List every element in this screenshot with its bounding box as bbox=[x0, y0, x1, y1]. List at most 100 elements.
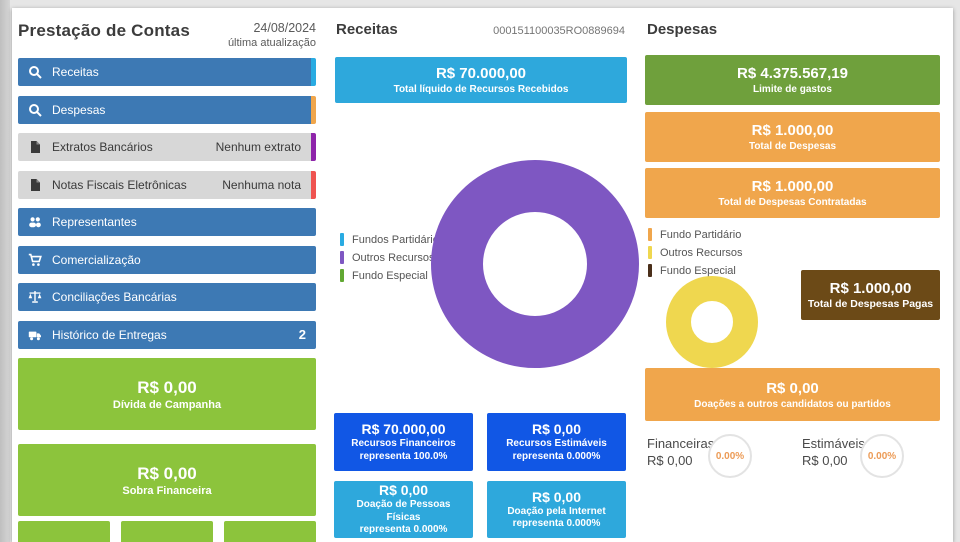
pagas-value: R$ 1.000,00 bbox=[829, 280, 912, 297]
stat-sub: representa 100.0% bbox=[359, 450, 448, 462]
despesas-panel: Despesas R$ 4.375.567,19 Limite de gasto… bbox=[645, 8, 940, 542]
page-title: Prestação de Contas bbox=[18, 21, 190, 40]
shopping-cart-icon bbox=[28, 253, 42, 267]
document-icon bbox=[28, 140, 42, 154]
divida-campanha-card: R$ 0,00 Dívida de Campanha bbox=[18, 358, 316, 430]
receitas-panel: Receitas 000151100035RO0889694 R$ 70.000… bbox=[334, 8, 639, 542]
despesas-header: Despesas bbox=[647, 21, 938, 38]
total-recursos-label: Total líquido de Recursos Recebidos bbox=[393, 84, 569, 95]
stat-value: R$ 0,00 bbox=[531, 421, 582, 437]
legend-swatch bbox=[340, 269, 344, 282]
process-number: 000151100035RO0889694 bbox=[493, 25, 625, 37]
sidebar-item-label: Receitas bbox=[52, 65, 99, 79]
document-icon bbox=[28, 178, 42, 192]
summary-mini-card bbox=[224, 521, 316, 542]
last-update-date: 24/08/2024 bbox=[253, 21, 316, 35]
sidebar-item-conciliacoes-bancarias[interactable]: Conciliações Bancárias bbox=[18, 283, 316, 311]
doacao-pessoas-fisicas-card: R$ 0,00 Doação de Pessoas Físicas repres… bbox=[334, 481, 473, 538]
sidebar-item-status: Nenhum extrato bbox=[215, 140, 301, 154]
recursos-estimaveis-card: R$ 0,00 Recursos Estimáveis representa 0… bbox=[487, 413, 626, 471]
last-update-block: 24/08/2024 última atualização bbox=[228, 21, 316, 50]
legend-swatch bbox=[648, 246, 652, 259]
contratadas-value: R$ 1.000,00 bbox=[751, 178, 834, 195]
divida-campanha-label: Dívida de Campanha bbox=[112, 398, 222, 411]
legend-swatch bbox=[648, 228, 652, 241]
doacoes-outros-card: R$ 0,00 Doações a outros candidatos ou p… bbox=[645, 368, 940, 421]
search-icon bbox=[28, 103, 42, 117]
legend-label: Fundo Especial bbox=[352, 269, 428, 282]
summary-mini-card bbox=[18, 521, 110, 542]
search-icon bbox=[28, 65, 42, 79]
legend-item: Outros Recursos bbox=[340, 251, 444, 264]
total-despesas-value: R$ 1.000,00 bbox=[751, 122, 834, 139]
stat-label: Recursos Financeiros bbox=[351, 438, 456, 449]
sidebar-item-label: Histórico de Entregas bbox=[52, 327, 167, 342]
stat-sub: representa 0.000% bbox=[512, 518, 601, 529]
sidebar-item-label: Conciliações Bancárias bbox=[52, 290, 177, 304]
legend-item: Outros Recursos bbox=[648, 246, 743, 259]
sidebar-item-extratos-bancarios[interactable]: Extratos Bancários Nenhum extrato bbox=[18, 133, 316, 161]
sidebar-item-label: Comercialização bbox=[52, 252, 141, 267]
total-recursos-value: R$ 70.000,00 bbox=[435, 65, 527, 82]
stat-label: Doação de Pessoas Físicas bbox=[356, 499, 451, 523]
sidebar-menu: Receitas Despesas Extratos Bancários Nen… bbox=[18, 58, 316, 349]
receitas-legend: Fundos Partidários Outros Recursos Fundo… bbox=[340, 233, 444, 287]
receitas-header: Receitas 000151100035RO0889694 bbox=[336, 21, 625, 38]
sidebar-item-label: Representantes bbox=[52, 215, 137, 229]
limite-gastos-card: R$ 4.375.567,19 Limite de gastos bbox=[645, 55, 940, 105]
limite-label: Limite de gastos bbox=[753, 84, 832, 95]
total-despesas-card: R$ 1.000,00 Total de Despesas bbox=[645, 112, 940, 162]
legend-label: Fundos Partidários bbox=[352, 233, 445, 246]
stat-sub: representa 0.000% bbox=[512, 450, 601, 462]
sidebar-item-label: Notas Fiscais Eletrônicas bbox=[52, 177, 187, 192]
gauge-estimaveis-labels: Estimáveis R$ 0,00 bbox=[802, 435, 865, 469]
legend-item: Fundos Partidários bbox=[340, 233, 444, 246]
legend-item: Fundo Partidário bbox=[648, 228, 743, 241]
legend-swatch bbox=[648, 264, 652, 277]
limite-value: R$ 4.375.567,19 bbox=[737, 65, 848, 82]
stat-label: Doação pela Internet bbox=[507, 505, 606, 517]
page-left-gutter bbox=[0, 0, 10, 542]
despesas-contratadas-card: R$ 1.000,00 Total de Despesas Contratada… bbox=[645, 168, 940, 218]
gauge-value: R$ 0,00 bbox=[802, 453, 848, 468]
sidebar-item-status: Nenhuma nota bbox=[222, 177, 301, 192]
total-despesas-label: Total de Despesas bbox=[748, 141, 837, 152]
gauge-financeiras-circle: 0.00% bbox=[708, 434, 752, 478]
receitas-title: Receitas bbox=[336, 21, 398, 38]
sobra-financeira-card: R$ 0,00 Sobra Financeira bbox=[18, 444, 316, 516]
sidebar-header: Prestação de Contas 24/08/2024 última at… bbox=[18, 21, 316, 53]
recursos-financeiros-card: R$ 70.000,00 Recursos Financeiros repres… bbox=[334, 413, 473, 471]
stat-sub: representa 0.000% bbox=[359, 524, 448, 536]
stat-label: Recursos Estimáveis bbox=[506, 438, 607, 449]
gauge-value: R$ 0,00 bbox=[647, 453, 693, 468]
sidebar-item-notas-fiscais[interactable]: Notas Fiscais Eletrônicas Nenhuma nota bbox=[18, 170, 316, 199]
sidebar-item-comercializacao[interactable]: Comercialização bbox=[18, 245, 316, 274]
despesas-donut-chart bbox=[666, 276, 758, 368]
gauge-percent: 0.00% bbox=[715, 450, 745, 462]
sidebar-item-representantes[interactable]: Representantes bbox=[18, 208, 316, 236]
sidebar-item-label: Extratos Bancários bbox=[52, 140, 153, 154]
people-icon bbox=[28, 215, 42, 229]
truck-icon bbox=[28, 328, 42, 342]
despesas-pagas-card: R$ 1.000,00 Total de Despesas Pagas bbox=[801, 270, 940, 320]
stat-value: R$ 70.000,00 bbox=[361, 421, 446, 437]
sidebar-item-receitas[interactable]: Receitas bbox=[18, 58, 316, 86]
legend-item: Fundo Especial bbox=[340, 269, 444, 282]
gauge-label: Estimáveis bbox=[802, 436, 865, 451]
gauge-estimaveis-circle: 0.00% bbox=[860, 434, 904, 478]
total-recursos-recebidos-card: R$ 70.000,00 Total líquido de Recursos R… bbox=[335, 57, 627, 103]
stat-value: R$ 0,00 bbox=[531, 488, 582, 505]
legend-swatch bbox=[340, 251, 344, 264]
divida-campanha-value: R$ 0,00 bbox=[137, 377, 197, 397]
sidebar-item-label: Despesas bbox=[52, 102, 106, 117]
gauge-financeiras-labels: Financeiras R$ 0,00 bbox=[647, 435, 714, 469]
last-update-caption: última atualização bbox=[227, 37, 316, 49]
despesas-legend: Fundo Partidário Outros Recursos Fundo E… bbox=[648, 228, 743, 282]
legend-label: Fundo Partidário bbox=[660, 228, 742, 241]
sidebar-item-despesas[interactable]: Despesas bbox=[18, 95, 316, 124]
gauge-percent: 0.00% bbox=[867, 450, 897, 462]
sobra-financeira-value: R$ 0,00 bbox=[137, 463, 197, 483]
legend-label: Outros Recursos bbox=[660, 246, 743, 259]
sidebar-item-historico-entregas[interactable]: Histórico de Entregas 2 bbox=[18, 320, 316, 349]
